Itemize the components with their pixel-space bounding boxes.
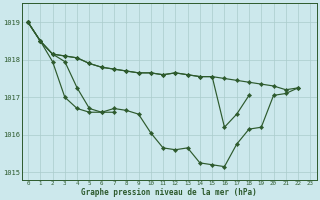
X-axis label: Graphe pression niveau de la mer (hPa): Graphe pression niveau de la mer (hPa) <box>81 188 257 197</box>
